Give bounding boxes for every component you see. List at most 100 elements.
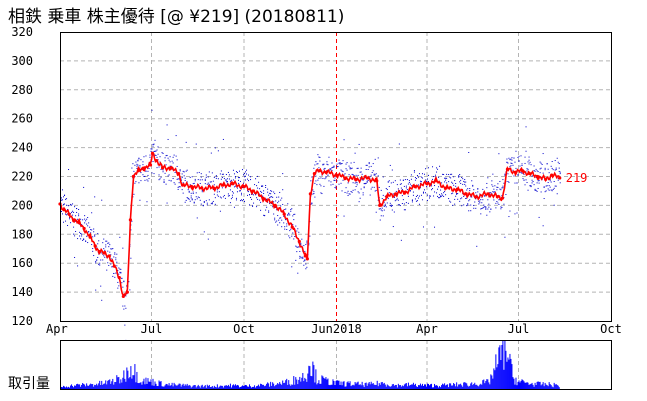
volume-bar [277, 383, 279, 389]
intraday-dot [414, 198, 416, 200]
intraday-dot [334, 179, 336, 181]
volume-bar [103, 383, 105, 389]
intraday-dot [436, 192, 438, 194]
intraday-dot [436, 171, 438, 173]
volume-bar [329, 385, 331, 389]
intraday-dot [510, 158, 512, 160]
intraday-dot [296, 251, 298, 253]
intraday-dot [349, 193, 351, 195]
intraday-dot [325, 176, 327, 178]
intraday-dot [464, 179, 466, 181]
volume-bar [327, 378, 329, 389]
intraday-dot [287, 203, 289, 205]
intraday-dot [171, 168, 173, 170]
price-point [181, 183, 185, 187]
intraday-dot [259, 188, 261, 190]
volume-bar [191, 386, 193, 389]
volume-bar [420, 385, 422, 389]
intraday-dot [83, 239, 85, 241]
intraday-dot [237, 177, 239, 179]
volume-bar [392, 383, 394, 389]
intraday-dot [547, 168, 549, 170]
intraday-dot [120, 271, 122, 273]
intraday-dot [371, 171, 373, 173]
intraday-dot [461, 177, 463, 179]
intraday-dot [290, 228, 292, 230]
volume-bar [478, 386, 480, 389]
price-point [112, 264, 116, 268]
intraday-dot [259, 199, 261, 201]
intraday-dot [206, 202, 208, 204]
intraday-dot [162, 152, 164, 154]
intraday-dot [175, 135, 177, 137]
intraday-dot [358, 143, 360, 145]
price-point [154, 159, 159, 163]
intraday-dot [115, 259, 117, 261]
intraday-dot [159, 161, 161, 163]
intraday-dot [98, 264, 100, 266]
intraday-dot [227, 171, 229, 173]
intraday-dot [198, 171, 200, 173]
volume-bar [117, 377, 119, 389]
volume-bar [497, 364, 499, 389]
intraday-dot [553, 187, 555, 189]
intraday-dot [410, 178, 412, 180]
volume-bar [227, 384, 229, 389]
intraday-dot [453, 184, 455, 186]
volume-bar [121, 382, 123, 389]
volume-bar [161, 386, 163, 389]
intraday-dot [265, 186, 267, 188]
volume-bar [524, 382, 526, 389]
volume-bar [456, 382, 458, 389]
volume-bar [368, 382, 370, 389]
volume-bar [423, 384, 425, 389]
intraday-dot [471, 196, 473, 198]
intraday-dot [537, 187, 539, 189]
intraday-dot [357, 167, 359, 169]
intraday-dot [444, 177, 446, 179]
intraday-dot [446, 177, 448, 179]
intraday-dot [320, 177, 322, 179]
intraday-dot [373, 174, 375, 176]
intraday-dot [542, 172, 544, 174]
intraday-dot [337, 215, 339, 217]
intraday-dot [326, 163, 328, 165]
volume-bar [527, 382, 529, 389]
intraday-dot [221, 173, 223, 175]
y-tick-label: 280 [11, 83, 33, 97]
intraday-dot [123, 308, 125, 310]
intraday-dot [287, 214, 289, 216]
intraday-dot [80, 233, 82, 235]
intraday-dot [115, 257, 117, 259]
intraday-dot [306, 266, 308, 268]
volume-bar [114, 382, 116, 389]
intraday-dot [206, 183, 208, 185]
intraday-dot [139, 199, 141, 201]
intraday-dot [269, 203, 271, 205]
intraday-dot [241, 187, 243, 189]
volume-bar [241, 385, 243, 389]
volume-bar [249, 384, 251, 389]
x-tick-label: Oct [600, 322, 622, 336]
intraday-dot [200, 176, 202, 178]
intraday-dot [288, 212, 290, 214]
intraday-dot [547, 182, 549, 184]
intraday-dot [379, 208, 381, 210]
intraday-dot [68, 169, 70, 171]
x-tick-label: Jun2018 [311, 322, 362, 336]
intraday-dot [462, 178, 464, 180]
volume-bar [80, 386, 82, 389]
volume-bar [356, 382, 358, 389]
volume-bar [302, 373, 304, 389]
intraday-dot [262, 195, 264, 197]
intraday-dot [417, 184, 419, 186]
intraday-dot [415, 196, 417, 198]
intraday-dot [358, 201, 360, 203]
y-tick-label: 200 [11, 198, 33, 212]
volume-bar [372, 383, 374, 389]
intraday-dot [245, 179, 247, 181]
intraday-dot [153, 150, 155, 152]
intraday-dot [360, 171, 362, 173]
intraday-dot [147, 174, 149, 176]
intraday-dot [518, 160, 520, 162]
